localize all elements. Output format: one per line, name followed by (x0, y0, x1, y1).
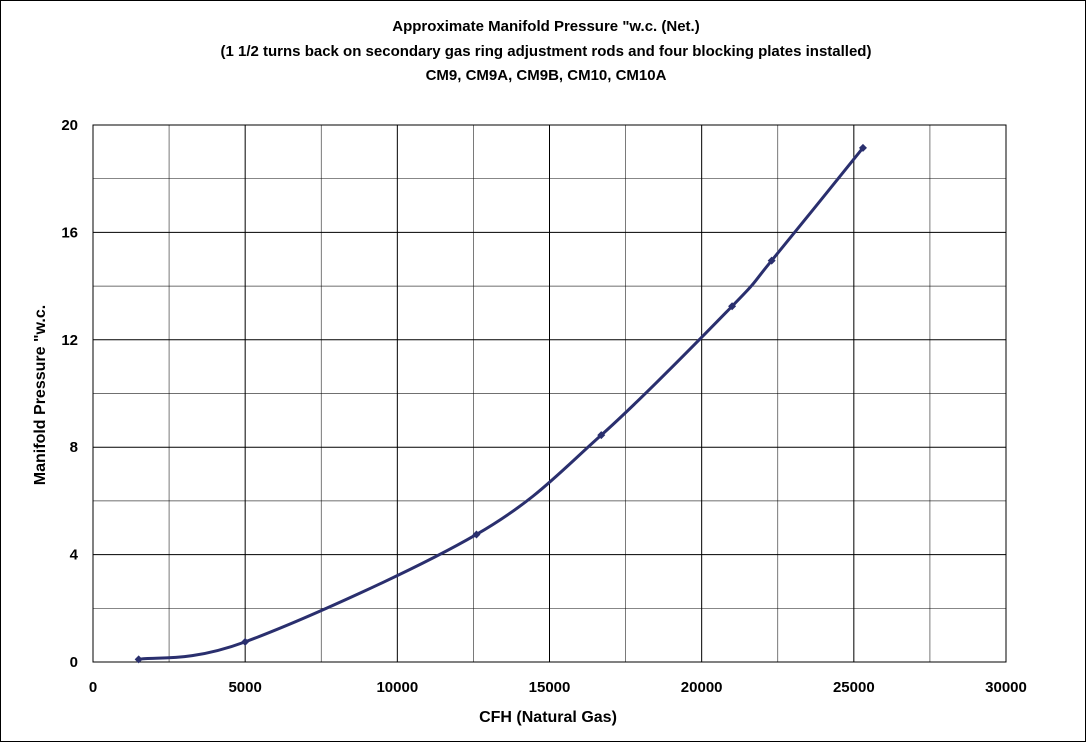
series-layer (134, 143, 867, 664)
data-point-marker (134, 655, 143, 664)
x-tick-label: 0 (89, 679, 97, 696)
plot-area (92, 124, 1007, 663)
chart-title: Approximate Manifold Pressure "w.c. (Net… (392, 18, 699, 35)
data-point-marker (728, 302, 737, 311)
y-axis-label: Manifold Pressure "w.c. (32, 305, 49, 485)
x-tick-label: 5000 (228, 679, 261, 696)
data-point-marker (472, 530, 481, 539)
data-point-marker (858, 143, 867, 152)
data-point-marker (767, 256, 776, 265)
y-tick-label: 8 (70, 439, 78, 456)
x-tick-label: 30000 (985, 679, 1027, 696)
x-axis-ticks: 0 5000 10000 15000 20000 25000 30000 (89, 679, 1027, 696)
y-tick-label: 0 (70, 654, 78, 671)
y-tick-label: 16 (61, 224, 78, 241)
y-axis-ticks: 0 4 8 12 16 20 (61, 117, 78, 671)
x-tick-label: 15000 (529, 679, 571, 696)
x-tick-label: 20000 (681, 679, 723, 696)
series-line (138, 146, 865, 661)
y-tick-label: 20 (61, 117, 78, 134)
x-tick-label: 10000 (376, 679, 418, 696)
chart-models: CM9, CM9A, CM9B, CM10, CM10A (426, 67, 667, 84)
x-tick-label: 25000 (833, 679, 875, 696)
y-tick-label: 4 (70, 547, 79, 564)
data-point-marker (241, 637, 250, 646)
x-axis-label: CFH (Natural Gas) (479, 709, 617, 726)
data-point-marker (597, 431, 606, 440)
y-tick-label: 12 (61, 332, 78, 349)
chart-subtitle: (1 1/2 turns back on secondary gas ring … (221, 43, 872, 60)
